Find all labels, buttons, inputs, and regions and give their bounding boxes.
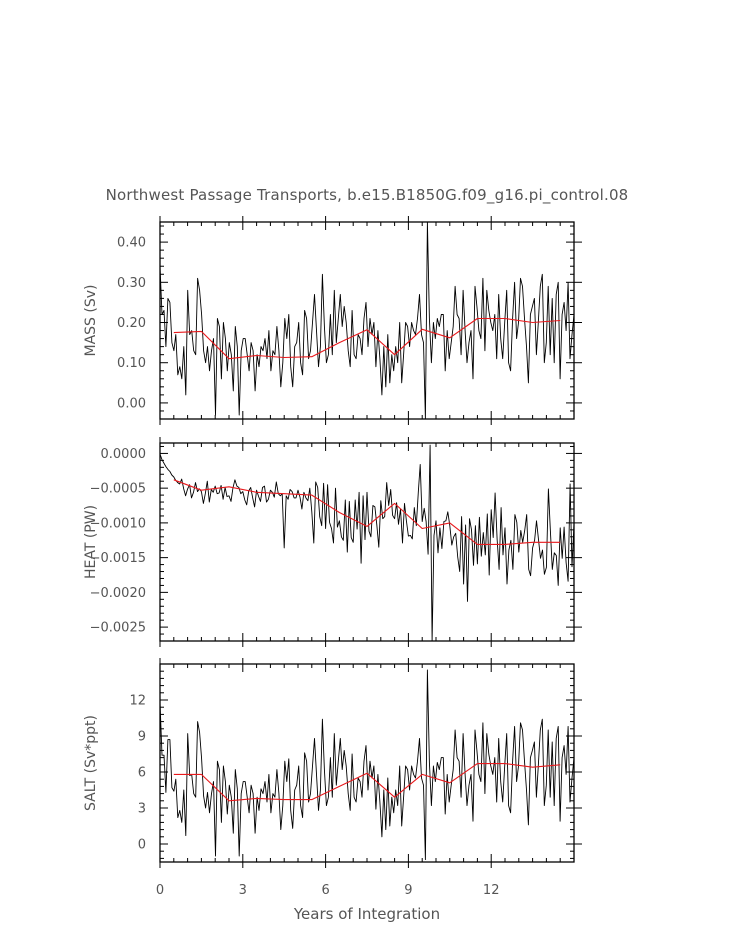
y-tick-label: −0.0010 <box>90 516 146 531</box>
y-tick-label: 3 <box>138 802 146 817</box>
y-tick-label: −0.0005 <box>90 482 146 497</box>
x-tick-label: 0 <box>156 883 164 898</box>
x-tick-label: 3 <box>239 883 247 898</box>
y-tick-label: 12 <box>129 694 146 709</box>
x-tick-label: 9 <box>404 883 412 898</box>
y-tick-label: 0.00 <box>117 396 146 411</box>
y-tick-label: −0.0020 <box>90 586 146 601</box>
y-tick-label: 0.30 <box>117 276 146 291</box>
mass-annual-mean-series <box>173 317 561 360</box>
chart-title: Northwest Passage Transports, b.e15.B185… <box>106 186 629 205</box>
salt-axis-ticks <box>159 658 582 868</box>
y-tick-label: 6 <box>138 766 146 781</box>
mass-monthly-series <box>159 221 575 420</box>
y-tick-label: 0.40 <box>117 236 146 251</box>
x-tick-label: 6 <box>321 883 329 898</box>
panel-salt: 0 3 6 9 12 SALT (Sv*ppt) <box>83 658 582 868</box>
heat-axis-ticks <box>159 437 582 647</box>
x-axis-label: Years of Integration <box>293 905 440 923</box>
y-tick-label: −0.0015 <box>90 551 146 566</box>
salt-y-axis-label: SALT (Sv*ppt) <box>83 715 99 811</box>
y-tick-label: 0 <box>138 838 146 853</box>
mass-axis-ticks <box>159 216 582 425</box>
salt-monthly-series <box>159 669 575 861</box>
heat-y-axis-label: HEAT (PW) <box>83 505 99 579</box>
mass-y-axis-label: MASS (Sv) <box>83 285 99 357</box>
x-tick-label: 12 <box>483 883 500 898</box>
y-tick-label: 0.20 <box>117 316 146 331</box>
y-tick-label: −0.0025 <box>90 621 146 636</box>
y-tick-label: 0.10 <box>117 356 146 371</box>
panel-mass: 0.00 0.10 0.20 0.30 0.40 MASS (Sv) <box>83 216 582 425</box>
panels: 0.00 0.10 0.20 0.30 0.40 MASS (Sv) 0.0000 −0.00… <box>83 216 582 898</box>
y-tick-label: 0.0000 <box>101 447 147 462</box>
heat-plot-frame <box>159 442 575 642</box>
heat-annual-mean-series <box>173 479 561 545</box>
heat-monthly-series <box>159 444 575 642</box>
panel-heat: 0.0000 −0.0005 −0.0010 −0.0015 −0.0020 −0.002… <box>83 437 582 647</box>
y-tick-label: 9 <box>138 730 146 745</box>
salt-annual-mean-series <box>173 763 561 802</box>
